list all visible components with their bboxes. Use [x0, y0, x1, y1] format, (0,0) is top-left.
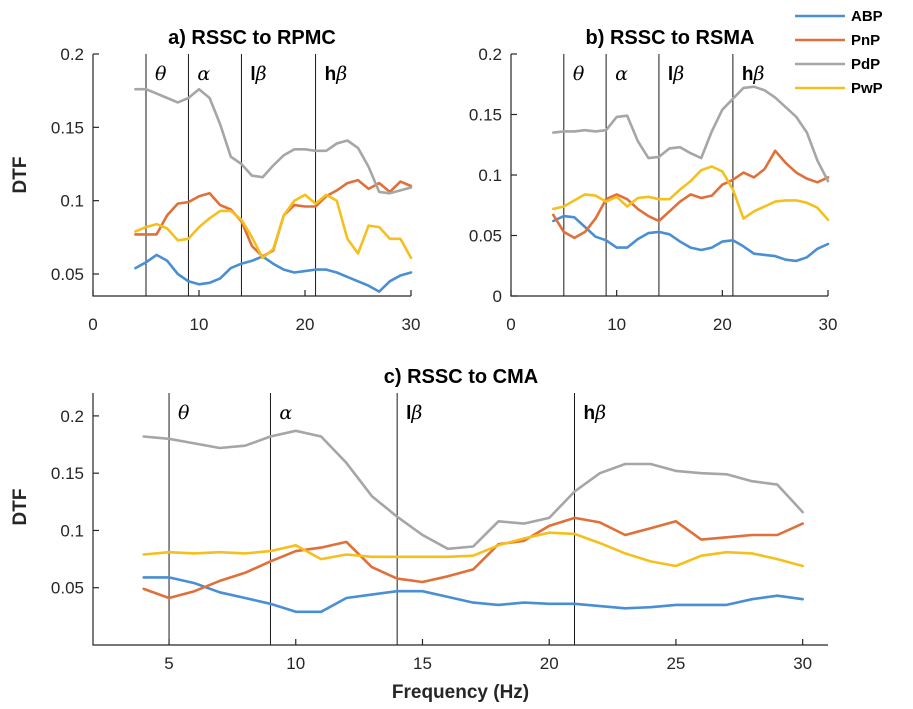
- panel-title: c) RSSC to CMA: [384, 366, 538, 388]
- y-tick-label: 0.2: [478, 45, 502, 64]
- y-tick-label: 0.2: [60, 407, 84, 426]
- series-line-pwp: [142, 531, 805, 568]
- series-line-abp: [551, 214, 830, 263]
- legend-label-pwp: PwP: [851, 80, 883, 97]
- legend: ABP PnP PdP PwP: [795, 8, 883, 97]
- y-tick-label: 0.05: [51, 265, 84, 284]
- series-line-pnp: [551, 149, 830, 240]
- panel-c-rssc-to-cma: c) RSSC to CMA θ α lβ hβ 0.05 0.1 0.15 0.2 5 10 15 2…: [10, 366, 828, 703]
- y-tick-label: 0.1: [478, 166, 502, 185]
- x-tick-label: 10: [286, 654, 305, 673]
- y-tick-label: 0.05: [51, 579, 84, 598]
- y-tick-label: 0.15: [469, 106, 502, 125]
- legend-label-pdp: PdP: [851, 56, 880, 73]
- axis-lines: [510, 54, 828, 297]
- band-label: θ: [178, 402, 190, 424]
- x-axis-label: Frequency (Hz): [392, 682, 529, 703]
- x-tick-label: 5: [164, 654, 173, 673]
- x-tick-label: 30: [793, 654, 812, 673]
- x-tick-label: 30: [402, 315, 421, 334]
- series-line-pdp: [142, 429, 805, 551]
- y-axis-label: DTF: [10, 157, 31, 194]
- y-tick-label: 0.05: [469, 227, 502, 246]
- x-tick-label: 15: [413, 654, 432, 673]
- band-label: hβ: [325, 63, 348, 85]
- legend-label-abp: ABP: [851, 8, 883, 25]
- x-tick-label: 25: [666, 654, 685, 673]
- y-tick-label: 0.15: [51, 464, 84, 483]
- series-line-abp: [142, 576, 805, 614]
- y-tick-label: 0.15: [51, 118, 84, 137]
- x-tick-label: 20: [540, 654, 559, 673]
- axis-lines: [92, 393, 828, 646]
- x-tick-label: 20: [713, 315, 732, 334]
- legend-label-pnp: PnP: [851, 32, 880, 49]
- panel-title: b) RSSC to RSMA: [586, 27, 755, 49]
- y-tick-label: 0.1: [60, 521, 84, 540]
- band-label: α: [615, 63, 628, 85]
- band-label: α: [279, 402, 292, 424]
- x-tick-label: 0: [88, 315, 97, 334]
- series-line-pdp: [134, 87, 413, 195]
- x-tick-label: 10: [190, 315, 209, 334]
- band-label: θ: [573, 63, 585, 85]
- y-axis-label: DTF: [10, 489, 31, 526]
- band-label: hβ: [584, 402, 607, 424]
- series-line-abp: [134, 253, 413, 293]
- band-label: hβ: [742, 63, 765, 85]
- y-tick-label: 0: [493, 287, 502, 306]
- y-tick-label: 0.1: [60, 192, 84, 211]
- band-label: α: [197, 63, 210, 85]
- series-line-pdp: [551, 85, 830, 183]
- band-label: θ: [155, 63, 167, 85]
- series-line-pwp: [134, 193, 413, 260]
- series-line-pwp: [551, 165, 830, 222]
- x-tick-label: 0: [506, 315, 515, 334]
- x-tick-label: 20: [296, 315, 315, 334]
- series-line-pnp: [142, 516, 805, 600]
- band-label: lβ: [406, 402, 422, 424]
- band-label: lβ: [250, 63, 266, 85]
- y-tick-label: 0.2: [60, 45, 84, 64]
- x-tick-label: 30: [819, 315, 838, 334]
- panel-title: a) RSSC to RPMC: [168, 27, 336, 49]
- x-tick-label: 10: [607, 315, 626, 334]
- band-label: lβ: [668, 63, 684, 85]
